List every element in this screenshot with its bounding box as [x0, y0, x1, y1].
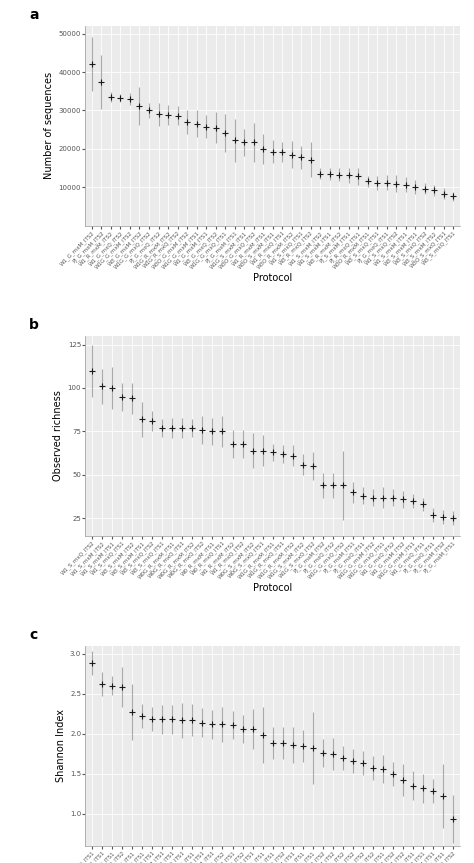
- Text: c: c: [29, 627, 37, 642]
- Text: a: a: [29, 8, 39, 22]
- X-axis label: Protocol: Protocol: [253, 583, 292, 593]
- Y-axis label: Observed richness: Observed richness: [54, 390, 64, 482]
- X-axis label: Protocol: Protocol: [253, 273, 292, 283]
- Y-axis label: Shannon Index: Shannon Index: [56, 709, 66, 782]
- Y-axis label: Number of sequences: Number of sequences: [45, 72, 55, 180]
- Text: b: b: [29, 318, 39, 332]
